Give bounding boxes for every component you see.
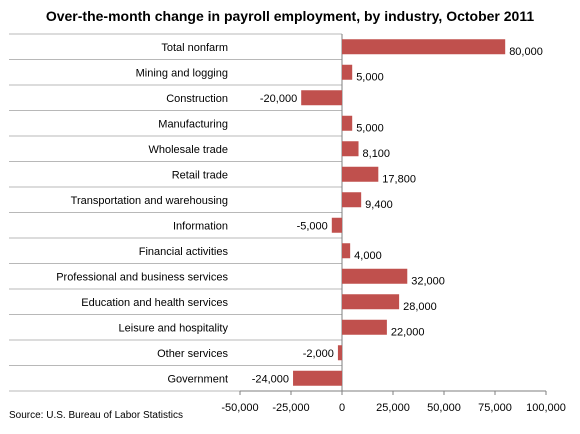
value-label: -2,000 bbox=[303, 348, 334, 360]
x-tick-label: 75,000 bbox=[478, 402, 512, 414]
value-label: 8,100 bbox=[363, 148, 391, 160]
value-label: -24,000 bbox=[252, 373, 289, 385]
bar bbox=[342, 294, 400, 310]
source-note: Source: U.S. Bureau of Labor Statistics bbox=[9, 410, 183, 421]
x-tick-label: 100,000 bbox=[526, 402, 566, 414]
category-label: Government bbox=[167, 373, 228, 385]
bar bbox=[342, 64, 353, 80]
bar bbox=[331, 217, 342, 233]
value-label: 4,000 bbox=[354, 250, 382, 262]
bar bbox=[342, 141, 359, 157]
category-label: Other services bbox=[157, 348, 228, 360]
bar bbox=[342, 166, 379, 182]
category-label: Transportation and warehousing bbox=[71, 195, 228, 207]
category-label: Construction bbox=[166, 93, 228, 105]
category-label: Information bbox=[173, 220, 228, 232]
chart-title: Over-the-month change in payroll employm… bbox=[45, 8, 535, 24]
category-label: Leisure and hospitality bbox=[119, 322, 229, 334]
bar bbox=[342, 115, 353, 131]
bar bbox=[293, 370, 342, 386]
x-tick-label: 50,000 bbox=[427, 402, 461, 414]
value-label: 28,000 bbox=[403, 301, 437, 313]
value-label: 9,400 bbox=[365, 199, 393, 211]
value-label: -5,000 bbox=[297, 220, 328, 232]
bar bbox=[342, 192, 362, 208]
category-label: Retail trade bbox=[172, 169, 228, 181]
value-label: 5,000 bbox=[356, 122, 384, 134]
bar bbox=[342, 268, 408, 284]
category-label: Education and health services bbox=[81, 297, 228, 309]
bar bbox=[342, 319, 387, 335]
category-label: Wholesale trade bbox=[149, 144, 229, 156]
category-label: Financial activities bbox=[139, 246, 229, 258]
value-label: 32,000 bbox=[411, 275, 445, 287]
value-label: 5,000 bbox=[356, 71, 384, 83]
x-tick-label: -50,000 bbox=[221, 402, 258, 414]
bar bbox=[301, 90, 342, 106]
value-label: 80,000 bbox=[509, 46, 543, 58]
category-label: Professional and business services bbox=[56, 271, 228, 283]
bar bbox=[337, 345, 342, 361]
x-tick-label: 25,000 bbox=[376, 402, 410, 414]
value-label: 17,800 bbox=[382, 173, 416, 185]
category-label: Manufacturing bbox=[158, 118, 228, 130]
value-label: -20,000 bbox=[260, 93, 297, 105]
bar bbox=[342, 243, 351, 259]
value-label: 22,000 bbox=[391, 326, 425, 338]
category-label: Total nonfarm bbox=[161, 42, 228, 54]
x-tick-label: -25,000 bbox=[272, 402, 309, 414]
x-tick-label: 0 bbox=[339, 402, 345, 414]
bar bbox=[342, 39, 506, 55]
category-label: Mining and logging bbox=[136, 67, 228, 79]
